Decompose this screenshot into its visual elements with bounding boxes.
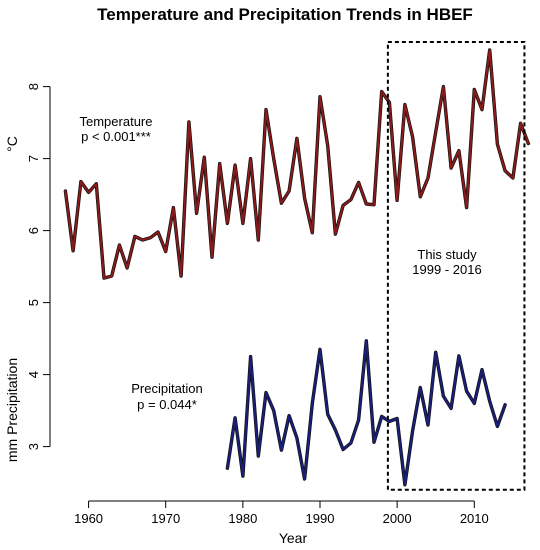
series-line-2 [226,339,507,486]
series-outline-1 [63,48,530,280]
temperature-annotation-p: p < 0.001*** [81,129,151,144]
study-annotation-range: 1999 - 2016 [412,262,481,277]
x-tick-label: 1970 [151,511,180,526]
study-annotation-label: This study [417,247,477,262]
series-line-1 [64,48,530,280]
precipitation-annotation-p: p = 0.044* [137,397,197,412]
y-axis-label-lower: mm Precipitation [4,358,20,462]
plot-area: 3 4 5 6 7 8 1960 1970 1980 1990 2000 2010 [26,40,530,526]
x-tick-label: 1960 [74,511,103,526]
precipitation-annotation-label: Precipitation [131,381,203,396]
y-axis-label-upper: °C [4,136,20,152]
y-tick-label: 4 [26,371,41,378]
y-tick-label: 8 [26,83,41,90]
y-tick-label: 7 [26,155,41,162]
x-tick-label: 2010 [460,511,489,526]
series-outline-2 [225,339,507,487]
x-tick-label: 1980 [228,511,257,526]
temperature-annotation-label: Temperature [80,114,153,129]
y-tick-label: 3 [26,443,41,450]
study-period-box [386,40,526,491]
x-tick-label: 1990 [306,511,335,526]
x-tick-label: 2000 [383,511,412,526]
y-tick-label: 6 [26,227,41,234]
chart-title: Temperature and Precipitation Trends in … [97,5,473,24]
x-axis-label: Year [279,530,308,546]
y-tick-label: 5 [26,299,41,306]
